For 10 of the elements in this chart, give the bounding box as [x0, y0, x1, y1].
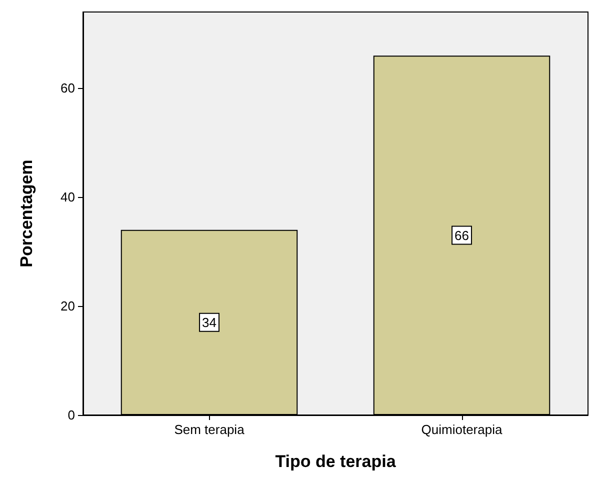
x-tick-label: Quimioterapia — [421, 422, 503, 437]
data-label: 66 — [454, 228, 469, 243]
y-tick-label: 60 — [60, 80, 75, 96]
x-tick-label: Sem terapia — [174, 422, 246, 437]
y-tick-label: 0 — [68, 408, 75, 422]
y-tick-label: 20 — [60, 298, 75, 314]
y-tick-label: 40 — [60, 190, 75, 205]
x-axis-title: Tipo de terapia — [275, 452, 396, 471]
data-label: 34 — [202, 314, 216, 330]
y-axis-title: Porcentagem — [17, 160, 36, 268]
